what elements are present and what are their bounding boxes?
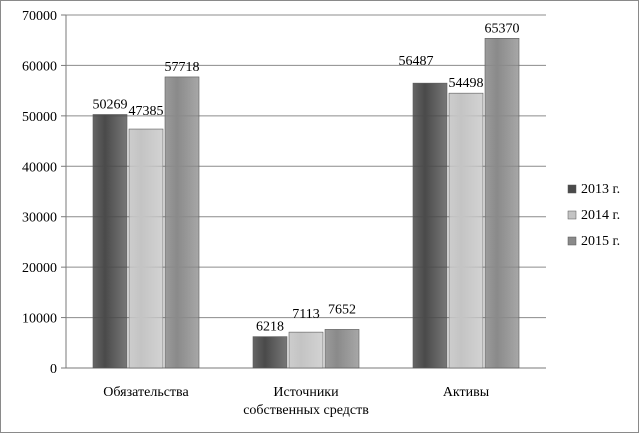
bar	[252, 336, 288, 369]
y-tick-label: 40000	[22, 160, 57, 175]
legend-swatch	[567, 184, 577, 194]
data-label: 56487	[399, 54, 434, 69]
legend: 2013 г. 2014 г. 2015 г.	[567, 182, 620, 249]
y-tick-label: 30000	[22, 211, 57, 226]
y-tick-label: 70000	[22, 9, 57, 24]
data-label: 54498	[449, 76, 484, 91]
category-label: собственных средств	[243, 403, 369, 418]
data-label: 47385	[129, 104, 164, 119]
category-label: Источники	[273, 385, 339, 400]
bar	[92, 114, 128, 369]
data-label: 57718	[165, 60, 200, 75]
bar	[128, 128, 164, 369]
y-tick-label: 20000	[22, 261, 57, 276]
bar	[288, 331, 324, 369]
category-labels: Обязательства Источники собственных средст…	[103, 385, 489, 418]
data-label: 7652	[328, 302, 356, 317]
data-label: 7113	[292, 307, 319, 322]
y-tick-label: 60000	[22, 59, 57, 74]
category-label: Активы	[443, 385, 490, 400]
y-tick-label: 10000	[22, 312, 57, 327]
y-tick-label: 50000	[22, 110, 57, 125]
legend-swatch	[567, 236, 577, 246]
data-label: 6218	[256, 320, 284, 335]
bar	[484, 38, 520, 369]
legend-label: 2013 г.	[581, 182, 620, 197]
bar	[164, 76, 200, 369]
legend-label: 2014 г.	[581, 208, 620, 223]
legend-swatch	[567, 210, 577, 220]
legend-label: 2015 г.	[581, 234, 620, 249]
bar	[448, 92, 484, 369]
data-labels: 50269 47385 57718 6218 7113 7652 56487 54498 653…	[93, 21, 520, 334]
data-label: 50269	[93, 98, 128, 113]
bar	[324, 329, 360, 369]
data-label: 65370	[485, 21, 520, 36]
bars	[92, 38, 520, 369]
bar	[412, 82, 448, 369]
y-tick-label: 0	[50, 362, 57, 377]
category-label: Обязательства	[103, 385, 189, 400]
